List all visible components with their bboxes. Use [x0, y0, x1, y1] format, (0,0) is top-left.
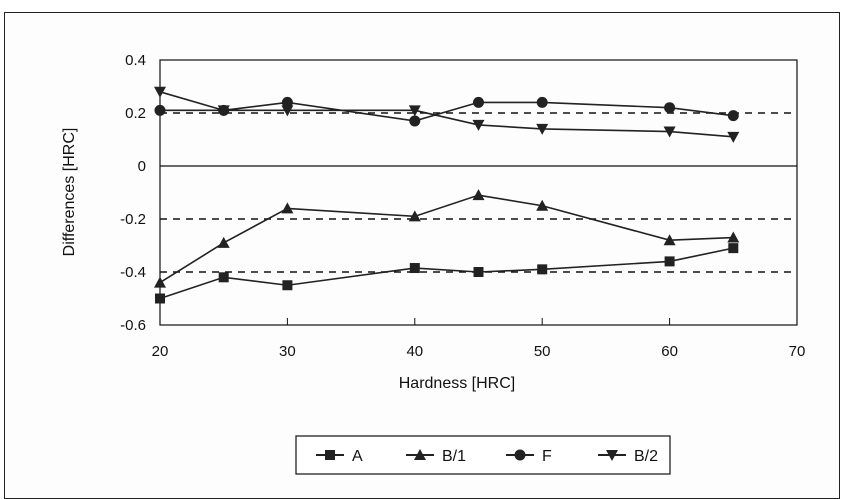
data-point-f: [727, 110, 739, 122]
series-line-b-2: [159, 91, 734, 138]
y-axis-title: Differences [HRC]: [61, 128, 78, 257]
y-tick-label: -0.4: [120, 264, 146, 281]
series-line-f: [160, 101, 734, 122]
legend-marker-f: [514, 449, 526, 461]
data-point-a: [728, 243, 739, 254]
y-tick-label: -0.6: [120, 317, 146, 334]
data-point-b-1: [217, 236, 230, 248]
data-point-b-2: [472, 119, 485, 131]
legend-label: B/2: [634, 448, 658, 465]
data-point-f: [154, 104, 166, 116]
data-point-a: [409, 263, 420, 274]
data-point-a: [473, 267, 484, 277]
data-point-b-1: [281, 202, 294, 214]
x-tick-label: 60: [661, 343, 678, 360]
data-point-a: [218, 272, 229, 283]
plot-area: [159, 59, 798, 326]
legend-marker-a: [325, 450, 335, 460]
data-point-a: [537, 264, 548, 275]
legend-label: B/1: [442, 448, 466, 465]
data-point-f: [281, 96, 293, 108]
series-line-a: [159, 247, 734, 300]
data-point-f: [536, 96, 548, 108]
data-point-b-2: [154, 86, 166, 98]
data-point-a: [282, 280, 293, 291]
x-tick-label: 40: [406, 343, 423, 360]
y-tick-label: 0: [138, 158, 146, 175]
data-point-f: [409, 115, 421, 127]
legend-marker-b-2: [606, 450, 618, 461]
legend-label: F: [542, 448, 552, 465]
series-line-b-1: [159, 194, 734, 284]
x-axis-title: Hardness [HRC]: [399, 375, 515, 392]
x-tick-label: 20: [152, 343, 169, 360]
data-point-a: [155, 293, 165, 304]
data-point-b-2: [536, 123, 549, 135]
x-tick-label: 50: [534, 343, 551, 360]
data-point-b-1: [154, 276, 166, 288]
data-point-b-1: [727, 231, 740, 243]
data-point-b-2: [217, 105, 230, 117]
x-tick-label: 30: [279, 343, 296, 360]
data-point-b-2: [408, 105, 421, 117]
data-point-f: [664, 102, 676, 114]
data-point-b-2: [727, 131, 740, 143]
y-tick-label: 0.4: [125, 52, 146, 69]
y-tick-label: 0.2: [125, 105, 146, 122]
data-point-b-1: [663, 234, 676, 246]
data-point-b-1: [472, 189, 485, 201]
data-point-a: [664, 256, 675, 267]
data-point-b-1: [536, 199, 549, 211]
data-point-b-2: [663, 126, 676, 138]
data-point-f: [473, 96, 484, 108]
x-tick-label: 70: [789, 343, 806, 360]
data-point-b-1: [408, 210, 421, 222]
legend-marker-b-1: [414, 449, 426, 460]
legend-label: A: [352, 448, 363, 465]
y-tick-label: -0.2: [120, 211, 146, 228]
data-point-b-2: [281, 105, 294, 117]
